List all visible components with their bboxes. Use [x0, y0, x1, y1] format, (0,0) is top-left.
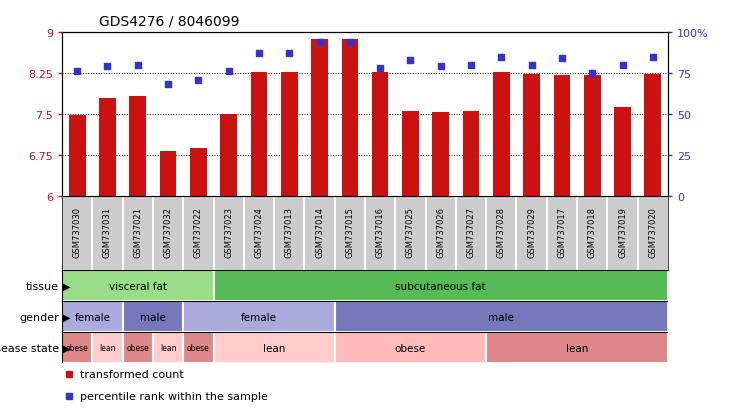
Bar — [342, 40, 358, 196]
Point — [465, 62, 477, 69]
Text: transformed count: transformed count — [80, 369, 184, 379]
Point — [283, 51, 295, 57]
Text: visceral fat: visceral fat — [109, 281, 166, 291]
Point — [253, 51, 265, 57]
Point — [193, 77, 204, 84]
Point — [556, 56, 568, 62]
Text: GSM737028: GSM737028 — [497, 206, 506, 257]
Point — [617, 62, 629, 69]
Bar — [584, 76, 601, 196]
Text: GSM737015: GSM737015 — [345, 206, 354, 257]
Text: ▶: ▶ — [64, 343, 71, 353]
Bar — [214, 271, 668, 301]
Text: GSM737020: GSM737020 — [648, 206, 657, 257]
Point — [162, 82, 174, 88]
Text: lean: lean — [566, 343, 588, 353]
Text: GSM737032: GSM737032 — [164, 206, 172, 257]
Bar — [553, 76, 570, 196]
Point — [586, 71, 598, 77]
Text: ▶: ▶ — [64, 312, 71, 322]
Text: GSM737029: GSM737029 — [527, 206, 536, 257]
Bar — [311, 40, 328, 196]
Text: GSM737019: GSM737019 — [618, 206, 627, 257]
Point — [223, 69, 234, 76]
Point — [72, 69, 83, 76]
Bar — [214, 332, 335, 363]
Text: GSM737030: GSM737030 — [73, 206, 82, 257]
Text: GSM737017: GSM737017 — [558, 206, 566, 257]
Bar — [190, 148, 207, 196]
Text: obese: obese — [187, 344, 210, 352]
Text: GSM737022: GSM737022 — [194, 206, 203, 257]
Bar — [62, 301, 123, 332]
Text: GSM737025: GSM737025 — [406, 206, 415, 257]
Text: tissue: tissue — [26, 281, 59, 291]
Text: GSM737026: GSM737026 — [437, 206, 445, 257]
Text: obese: obese — [66, 344, 88, 352]
Bar — [432, 112, 449, 196]
Text: subcutaneous fat: subcutaneous fat — [396, 281, 486, 291]
Text: GSM737021: GSM737021 — [134, 206, 142, 257]
Text: disease state: disease state — [0, 343, 59, 353]
Text: GSM737018: GSM737018 — [588, 206, 596, 257]
Bar — [281, 73, 298, 196]
Text: GSM737027: GSM737027 — [466, 206, 475, 257]
Bar — [69, 116, 85, 196]
Point — [374, 66, 386, 72]
Text: obese: obese — [126, 344, 149, 352]
Point — [404, 57, 416, 64]
Bar — [62, 271, 214, 301]
Point — [496, 54, 507, 61]
Bar — [93, 332, 123, 363]
Text: male: male — [140, 312, 166, 322]
Bar — [129, 97, 146, 196]
Text: gender: gender — [19, 312, 59, 322]
Point — [344, 40, 356, 46]
Text: GSM737014: GSM737014 — [315, 206, 324, 257]
Bar — [614, 108, 631, 196]
Text: GSM737031: GSM737031 — [103, 206, 112, 257]
Text: lean: lean — [99, 344, 116, 352]
Point — [435, 64, 447, 71]
Point — [132, 62, 144, 69]
Point — [526, 62, 537, 69]
Point — [101, 64, 113, 71]
Bar — [220, 115, 237, 196]
Text: male: male — [488, 312, 514, 322]
Bar — [160, 152, 177, 196]
Text: lean: lean — [160, 344, 177, 352]
Text: GSM737016: GSM737016 — [376, 206, 385, 257]
Bar — [493, 73, 510, 196]
Bar — [402, 112, 419, 196]
Bar — [335, 301, 668, 332]
Bar — [250, 73, 267, 196]
Text: percentile rank within the sample: percentile rank within the sample — [80, 392, 268, 401]
Text: GDS4276 / 8046099: GDS4276 / 8046099 — [99, 15, 239, 29]
Text: female: female — [74, 312, 110, 322]
Bar — [463, 112, 480, 196]
Bar — [335, 332, 486, 363]
Bar — [123, 301, 183, 332]
Text: GSM737023: GSM737023 — [224, 206, 233, 257]
Point — [647, 54, 658, 61]
Text: lean: lean — [263, 343, 285, 353]
Text: GSM737013: GSM737013 — [285, 206, 293, 257]
Text: GSM737024: GSM737024 — [255, 206, 264, 257]
Bar — [183, 301, 335, 332]
Bar — [372, 73, 388, 196]
Bar — [486, 332, 668, 363]
Text: obese: obese — [395, 343, 426, 353]
Point — [314, 40, 326, 46]
Bar — [62, 332, 93, 363]
Bar — [183, 332, 214, 363]
Text: female: female — [241, 312, 277, 322]
Bar — [153, 332, 183, 363]
Text: ▶: ▶ — [64, 281, 71, 291]
Bar — [645, 74, 661, 196]
Bar — [123, 332, 153, 363]
Bar — [523, 75, 540, 196]
Bar — [99, 99, 116, 196]
